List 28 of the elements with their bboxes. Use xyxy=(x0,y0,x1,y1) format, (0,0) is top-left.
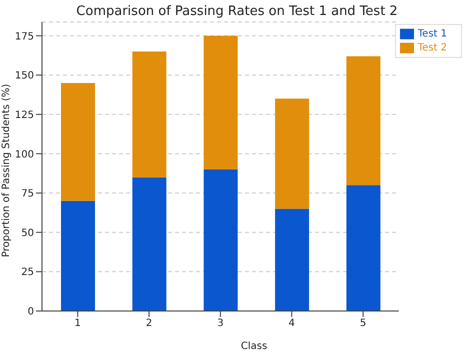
y-tick-label: 150 xyxy=(14,70,34,82)
y-tick-label: 25 xyxy=(21,267,34,278)
y-tick-label: 50 xyxy=(21,228,34,239)
bar xyxy=(61,200,95,311)
chart-title: Comparison of Passing Rates on Test 1 and Test 2 xyxy=(75,4,399,19)
bar xyxy=(346,56,380,186)
legend-label: Test 1 xyxy=(418,28,447,40)
bar xyxy=(132,177,166,311)
y-axis-title: Proportion of Passing Students (%) xyxy=(2,84,12,258)
legend-label: Test 2 xyxy=(418,42,447,54)
bar xyxy=(61,82,95,201)
bar xyxy=(204,36,238,170)
x-tick-label: 2 xyxy=(146,318,152,330)
bar xyxy=(204,169,238,311)
x-tick-label: 1 xyxy=(74,318,81,330)
bar xyxy=(275,98,310,209)
bar xyxy=(132,51,166,178)
y-tick-label: 0 xyxy=(28,306,34,318)
y-tick-label: 125 xyxy=(14,110,34,121)
y-tick-label: 100 xyxy=(14,149,34,160)
x-axis-title: Class xyxy=(240,341,268,352)
x-tick-label: 4 xyxy=(288,318,295,330)
y-tick-label: 175 xyxy=(14,31,34,42)
bar xyxy=(346,185,380,311)
x-tick-label: 3 xyxy=(217,318,224,330)
x-tick-label: 5 xyxy=(360,318,366,330)
bar xyxy=(275,208,310,311)
y-tick-label: 75 xyxy=(21,188,34,200)
